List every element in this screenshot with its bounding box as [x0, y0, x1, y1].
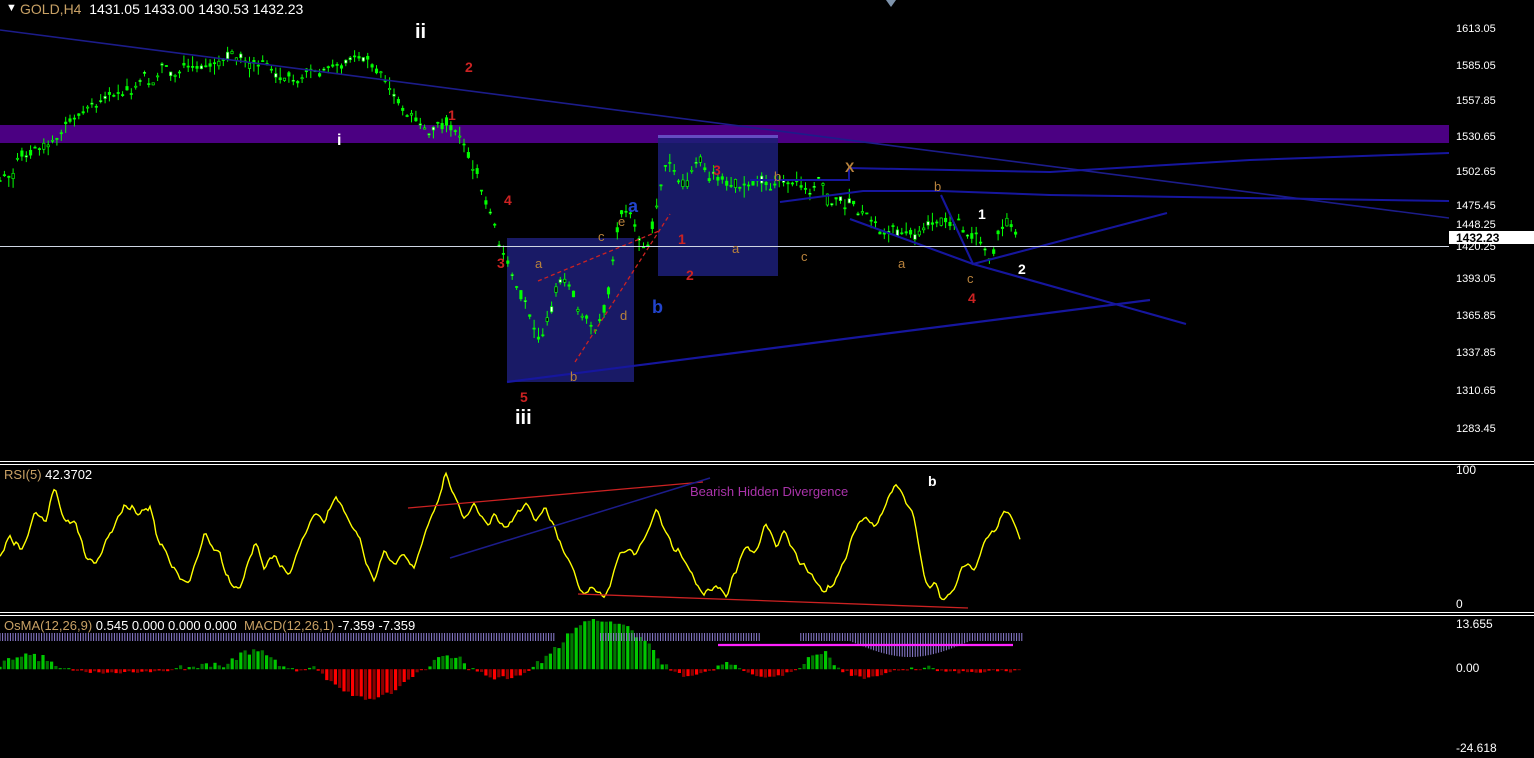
svg-text:b: b	[928, 473, 937, 489]
svg-text:Bearish Hidden Divergence: Bearish Hidden Divergence	[690, 484, 848, 499]
